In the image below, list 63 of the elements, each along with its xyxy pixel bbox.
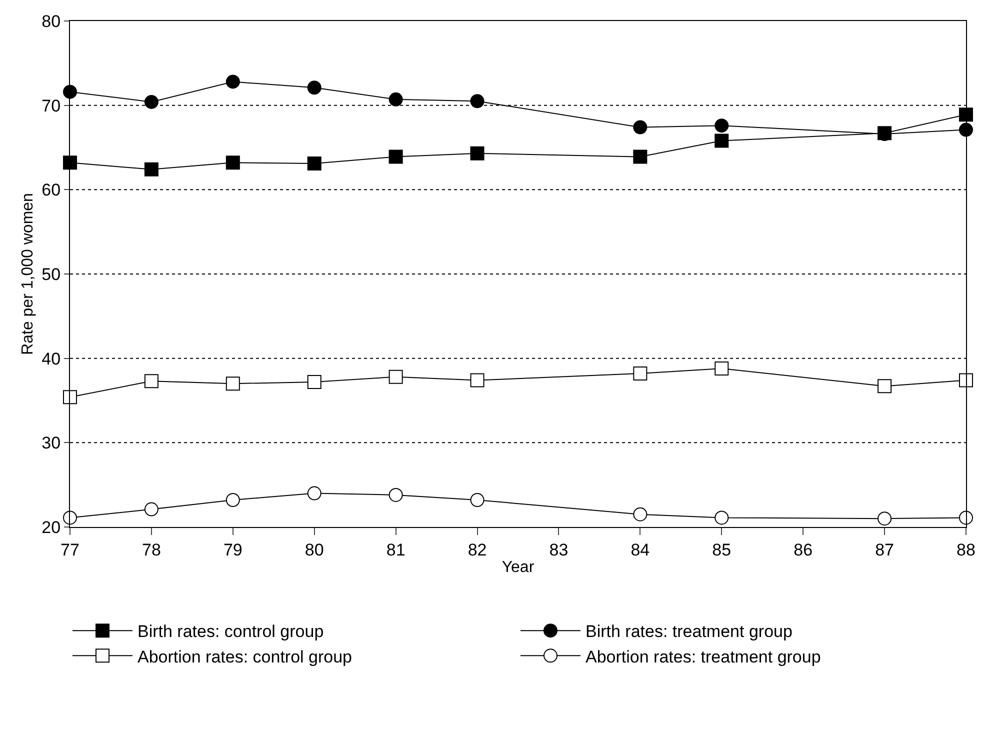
y-tick-label: 40 [42, 349, 61, 368]
point [226, 156, 240, 170]
point [144, 162, 158, 176]
y-tick-label: 60 [42, 180, 61, 200]
point [470, 493, 484, 508]
x-tick-label: 82 [468, 540, 487, 560]
point [144, 502, 158, 516]
x-tick-label: 77 [60, 540, 80, 560]
point [470, 146, 484, 160]
point [633, 507, 648, 522]
x-tick-label: 83 [549, 540, 568, 560]
x-tick-label: 79 [223, 540, 242, 560]
point [144, 374, 158, 388]
x-tick-label: 86 [794, 540, 813, 560]
point [714, 118, 729, 133]
point [714, 510, 729, 525]
y-tick-label: 50 [42, 264, 61, 284]
x-tick-label: 88 [956, 540, 976, 560]
point [388, 370, 403, 384]
x-tick-label: 85 [712, 540, 732, 560]
point [307, 486, 322, 500]
x-tick-label: 87 [875, 540, 894, 560]
point [633, 366, 648, 381]
point [63, 390, 77, 404]
x-tick-label: 78 [142, 540, 161, 560]
legend-label: Abortion rates: treatment group [586, 647, 821, 666]
x-tick-label: 81 [386, 540, 406, 560]
legend-label: Birth rates: control group [138, 622, 324, 642]
point [388, 92, 403, 106]
point [959, 108, 973, 122]
point [959, 510, 973, 525]
legend-label: Abortion rates: control group [138, 647, 352, 666]
point [63, 156, 77, 170]
point [226, 376, 240, 391]
y-tick-label: 80 [42, 12, 61, 31]
point [878, 512, 892, 526]
point [226, 493, 240, 508]
point [959, 373, 973, 388]
point [307, 156, 322, 171]
point [226, 74, 240, 89]
point [307, 374, 322, 389]
point [307, 80, 322, 95]
x-axis-title: Year [502, 559, 535, 576]
point [144, 94, 158, 109]
y-axis-title: Rate per 1,000 women [20, 193, 37, 355]
point [63, 84, 77, 99]
point [633, 150, 648, 164]
point [63, 510, 77, 525]
legend-label: Birth rates: treatment group [586, 622, 792, 642]
point [959, 122, 973, 137]
point [878, 379, 892, 394]
point [470, 94, 484, 108]
point [388, 488, 403, 502]
y-tick-label: 20 [42, 518, 61, 537]
point [633, 120, 648, 134]
point [714, 361, 729, 376]
point [470, 373, 484, 388]
y-tick-label: 70 [42, 96, 61, 116]
point [714, 134, 729, 148]
x-tick-label: 84 [630, 540, 650, 560]
point [388, 150, 403, 164]
x-tick-label: 80 [304, 540, 324, 560]
y-tick-label: 30 [42, 434, 61, 453]
